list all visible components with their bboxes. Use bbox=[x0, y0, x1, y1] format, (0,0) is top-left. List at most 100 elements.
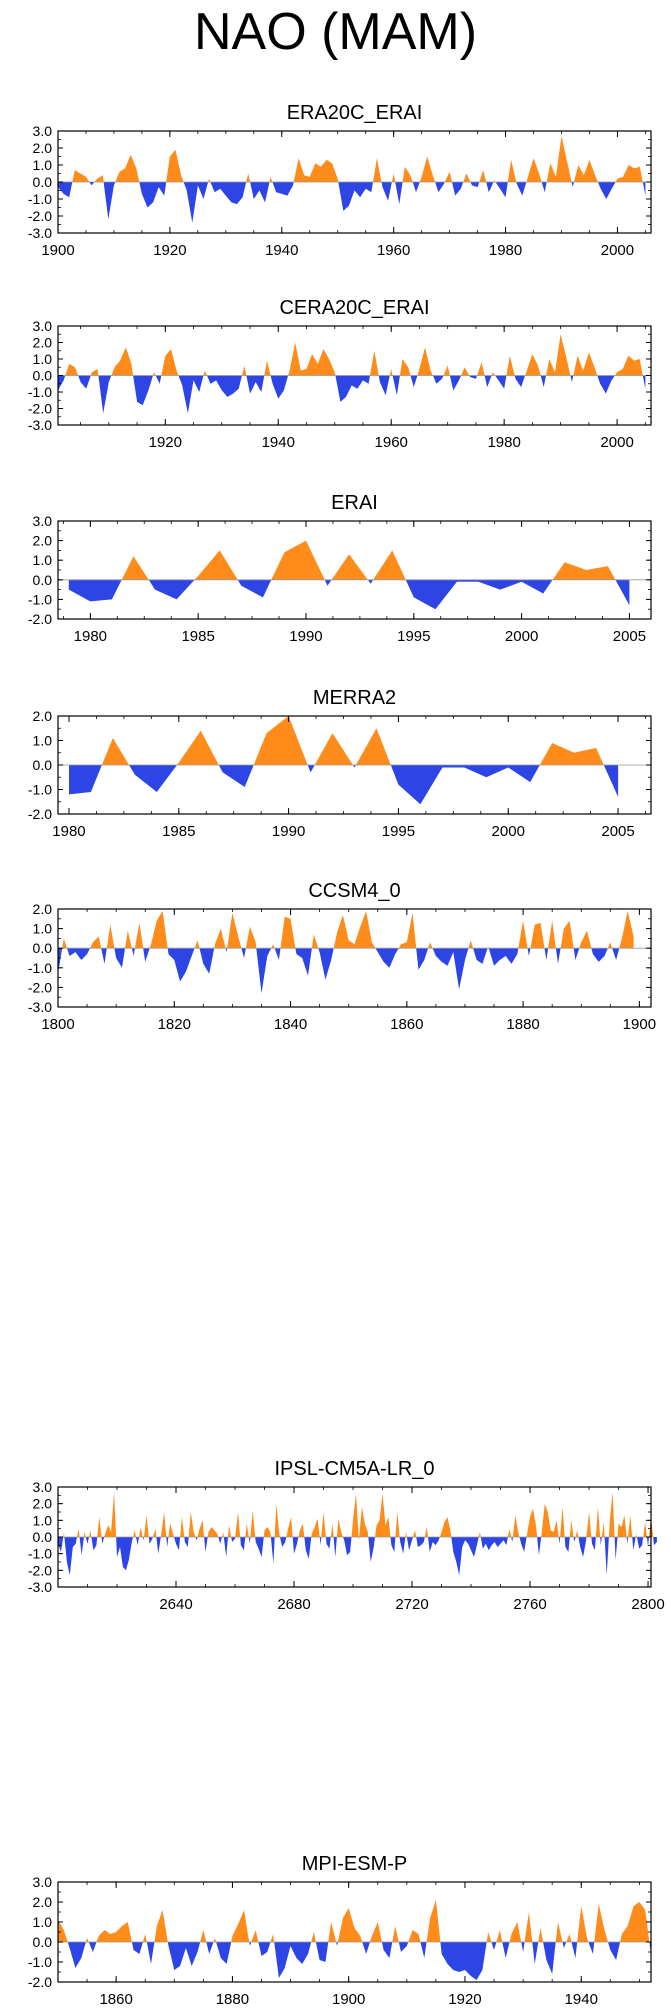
y-tick-label: 0.0 bbox=[33, 940, 53, 956]
y-tick-label: 1.0 bbox=[33, 921, 53, 937]
y-tick-label: 0.0 bbox=[33, 368, 53, 384]
chart-panel-0: ERA20C_ERAI -3.0-2.0-1.00.01.02.03.0 1900 1… bbox=[28, 102, 652, 259]
chart-panel-6: MPI-ESM-P -2.0 -1.0 0.0 1.0 2.0 3.0 1860 1880 190… bbox=[28, 1853, 652, 2008]
y-tick-label: -3.0 bbox=[28, 225, 52, 241]
y-tick-label: 2.0 bbox=[33, 533, 53, 549]
x-tick-label: 1980 bbox=[52, 823, 85, 840]
y-tick-label: 0.0 bbox=[33, 1529, 53, 1545]
negative-area bbox=[58, 1537, 657, 1576]
y-tick-label: 0.0 bbox=[33, 174, 53, 190]
x-tick-label: 2800 bbox=[631, 1596, 664, 1613]
y-tick-label: 0.0 bbox=[33, 572, 53, 588]
y-tick-label: -1.0 bbox=[28, 384, 52, 400]
x-tick-label: 1990 bbox=[289, 628, 322, 645]
y-tick-label: -1.0 bbox=[28, 1546, 52, 1562]
x-tick-label: 1980 bbox=[74, 628, 107, 645]
x-tick-label: 1920 bbox=[149, 434, 182, 451]
y-tick-label: 2.0 bbox=[33, 901, 53, 917]
positive-area bbox=[72, 136, 643, 182]
x-tick-label: 2000 bbox=[601, 242, 634, 259]
chart-title: ERA20C_ERAI bbox=[287, 102, 423, 124]
x-tick-label: 1920 bbox=[448, 1991, 481, 2008]
y-tick-label: -1.0 bbox=[28, 591, 52, 607]
y-tick-label: -2.0 bbox=[28, 401, 52, 417]
y-tick-label: 1.0 bbox=[33, 1914, 53, 1930]
chart-title: MERRA2 bbox=[313, 687, 396, 709]
y-tick-label: -2.0 bbox=[28, 806, 52, 822]
x-tick-label: 2640 bbox=[159, 1596, 192, 1613]
y-tick-label: 2.0 bbox=[33, 708, 53, 724]
x-tick-label: 1940 bbox=[565, 1991, 598, 2008]
chart-panel-3: MERRA2 -2.0 -1.0 0.0 1.0 2.0 1980 1985 1990 1995 2… bbox=[28, 687, 652, 840]
x-tick-label: 2000 bbox=[505, 628, 538, 645]
negative-area bbox=[58, 375, 646, 414]
y-tick-label: 0.0 bbox=[33, 757, 53, 773]
chart-title: ERAI bbox=[331, 492, 378, 514]
x-tick-label: 1980 bbox=[487, 434, 520, 451]
y-tick-label: 2.0 bbox=[33, 1894, 53, 1910]
negative-area bbox=[67, 1942, 651, 1980]
x-tick-label: 1990 bbox=[272, 823, 305, 840]
x-tick-label: 1840 bbox=[274, 1016, 307, 1033]
x-tick-label: 1860 bbox=[390, 1016, 423, 1033]
x-tick-label: 2760 bbox=[513, 1596, 546, 1613]
y-tick-label: -1.0 bbox=[28, 1954, 52, 1970]
chart-title: MPI-ESM-P bbox=[302, 1853, 408, 1875]
y-tick-label: -3.0 bbox=[28, 1579, 52, 1595]
y-tick-label: 1.0 bbox=[33, 351, 53, 367]
x-tick-label: 1985 bbox=[162, 823, 195, 840]
y-tick-label: 1.0 bbox=[33, 552, 53, 568]
positive-area bbox=[63, 1492, 654, 1537]
y-tick-label: 3.0 bbox=[33, 123, 53, 139]
x-tick-label: 2000 bbox=[600, 434, 633, 451]
y-tick-label: -1.0 bbox=[28, 782, 52, 798]
y-tick-label: -2.0 bbox=[28, 208, 52, 224]
x-tick-label: 1995 bbox=[382, 823, 415, 840]
negative-area bbox=[69, 765, 619, 805]
x-tick-label: 1800 bbox=[41, 1016, 74, 1033]
chart-panel-1: CERA20C_ERAI -3.0-2.0-1.00.01.02.03.0 1920… bbox=[28, 297, 652, 451]
positive-area bbox=[62, 911, 634, 949]
y-tick-label: 0.0 bbox=[33, 1934, 53, 1950]
x-tick-label: 2000 bbox=[492, 823, 525, 840]
x-tick-label: 2005 bbox=[601, 823, 634, 840]
y-tick-label: 2.0 bbox=[33, 335, 53, 351]
y-tick-label: 3.0 bbox=[33, 1479, 53, 1495]
positive-area bbox=[101, 716, 604, 765]
y-tick-label: -2.0 bbox=[28, 979, 52, 995]
positive-area bbox=[58, 1900, 650, 1942]
y-tick-label: 1.0 bbox=[33, 733, 53, 749]
x-tick-label: 1985 bbox=[181, 628, 214, 645]
y-tick-label: -1.0 bbox=[28, 191, 52, 207]
x-tick-label: 1960 bbox=[377, 242, 410, 259]
chart-panel-2: ERAI -2.0 -1.0 0.0 1.0 2.0 3.0 1980 1985 1990 1995… bbox=[28, 492, 652, 645]
x-tick-label: 1880 bbox=[506, 1016, 539, 1033]
y-tick-label: -3.0 bbox=[28, 417, 52, 433]
chart-panel-5: IPSL-CM5A-LR_0 -3.0-2.0-1.00.01.02.03.0 26… bbox=[28, 1458, 665, 1613]
negative-area bbox=[58, 948, 620, 994]
chart-title: CERA20C_ERAI bbox=[279, 297, 429, 319]
x-tick-label: 1940 bbox=[265, 242, 298, 259]
x-tick-label: 1820 bbox=[158, 1016, 191, 1033]
positive-area bbox=[65, 334, 643, 376]
x-tick-label: 1880 bbox=[216, 1991, 249, 2008]
x-tick-label: 1920 bbox=[153, 242, 186, 259]
page-title: NAO (MAM) bbox=[193, 3, 478, 61]
y-tick-label: -2.0 bbox=[28, 611, 52, 627]
chart-title: CCSM4_0 bbox=[308, 880, 400, 902]
y-tick-label: -3.0 bbox=[28, 999, 52, 1015]
x-tick-label: 2720 bbox=[395, 1596, 428, 1613]
y-tick-label: -2.0 bbox=[28, 1974, 52, 1990]
x-tick-label: 1940 bbox=[262, 434, 295, 451]
y-tick-label: -2.0 bbox=[28, 1562, 52, 1578]
x-tick-label: 1900 bbox=[332, 1991, 365, 2008]
x-tick-label: 1995 bbox=[397, 628, 430, 645]
x-tick-label: 1860 bbox=[99, 1991, 132, 2008]
y-tick-label: 1.0 bbox=[33, 157, 53, 173]
y-tick-label: -1.0 bbox=[28, 960, 52, 976]
chart-title: IPSL-CM5A-LR_0 bbox=[274, 1458, 434, 1480]
x-tick-label: 1900 bbox=[41, 242, 74, 259]
x-tick-label: 2005 bbox=[613, 628, 646, 645]
x-tick-label: 1960 bbox=[375, 434, 408, 451]
